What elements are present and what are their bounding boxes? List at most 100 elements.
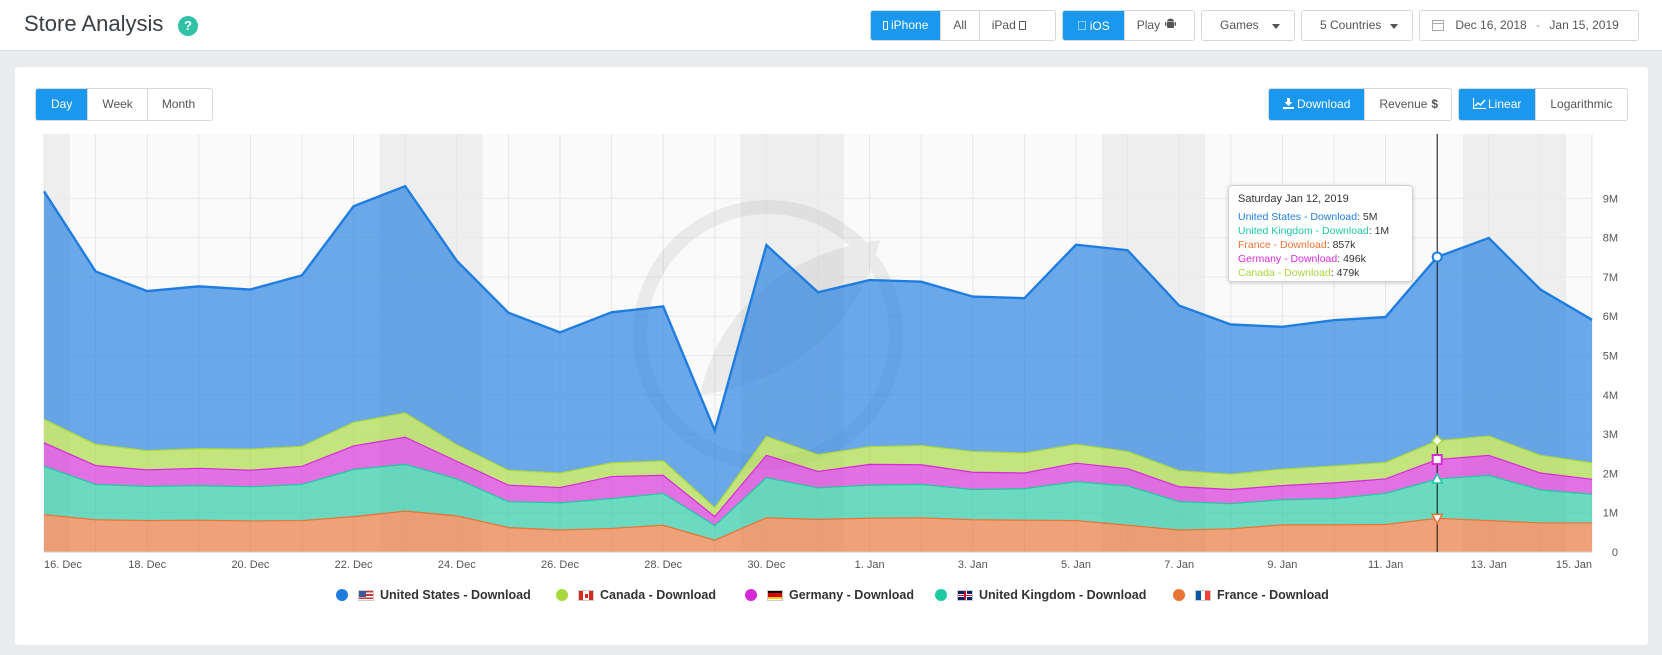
y-tick-label: 6M [1603,311,1618,323]
calendar-icon [1432,20,1444,31]
x-tick-label: 20. Dec [231,559,269,571]
top-bar: Store Analysis ? iPhone All iPad iOS Pl… [0,0,1662,51]
tooltip-row: Canada - Download: 479k [1238,267,1360,279]
phone-icon [883,21,888,30]
y-tick-label: 4M [1603,390,1618,402]
granularity-week-button[interactable]: Week [87,89,146,120]
x-tick-label: 18. Dec [128,559,166,571]
area-united-states-download [44,186,1592,508]
tooltip-series-value: 857k [1332,239,1356,251]
legend-item[interactable]: Canada - Download [556,588,716,602]
x-tick-label: 30. Dec [747,559,785,571]
platform-selector: iOS Play [1062,10,1195,41]
legend-color-dot [556,589,568,601]
tooltip-series-value: 479k [1336,267,1360,279]
scale-selector: Linear Logarithmic [1458,88,1628,121]
legend-item[interactable]: United Kingdom - Download [935,588,1146,602]
tooltip-series-label: France - Download [1238,239,1327,251]
dollar-icon: $ [1431,97,1439,111]
area-germany-download [44,437,1592,526]
platform-play-button[interactable]: Play [1123,11,1189,40]
x-tick-label: 26. Dec [541,559,579,571]
device-ipad-button[interactable]: iPad [978,11,1038,40]
y-tick-label: 5M [1603,351,1618,363]
granularity-day-button[interactable]: Day [36,89,88,120]
legend-label: Canada - Download [600,588,716,602]
area-canada-download [44,412,1592,517]
marker-square [1431,454,1443,466]
legend-label: United Kingdom - Download [979,588,1147,602]
legend-label: Germany - Download [789,588,915,602]
area-united-kingdom-download [44,464,1592,541]
legend-item[interactable]: United States - Download [336,588,531,602]
x-tick-label: 5. Jan [1061,559,1091,571]
line-united-kingdom-download [43,463,1593,527]
x-tick-label: 15. Jan [1556,559,1592,571]
countries-dropdown[interactable]: 5 Countries [1301,10,1413,41]
legend-color-dot [745,589,757,601]
legend-color-dot [935,589,947,601]
apple-icon:  [1077,18,1087,33]
y-tick-label: 3M [1603,429,1618,441]
date-start: Dec 16, 2018 [1455,18,1527,32]
tooltip-series-label: Germany - Download [1238,253,1338,265]
area-france-download [44,511,1592,552]
scale-log-button[interactable]: Logarithmic [1535,89,1626,120]
marker-circle [1431,251,1443,263]
tooltip-row: United Kingdom - Download: 1M [1238,225,1390,237]
device-iphone-button[interactable]: iPhone [871,11,941,40]
y-tick-label: 1M [1603,508,1618,520]
line-chart-icon [1472,98,1486,110]
tooltip-series-label: United Kingdom - Download [1238,225,1369,237]
download-icon [1283,98,1294,109]
x-tick-label: 11. Jan [1368,559,1403,571]
fr-flag-icon [1195,589,1211,601]
y-tick-label: 8M [1603,233,1618,245]
category-dropdown[interactable]: Games [1201,10,1295,41]
chart-legend: United States - Download Canada - Downloa… [0,588,1662,608]
line-france-download [43,510,1592,541]
ca-flag-icon [578,589,594,601]
tooltip-series-label: United States - Download [1238,211,1358,223]
legend-item[interactable]: Germany - Download [745,588,914,602]
y-tick-label: 2M [1603,468,1618,480]
line-canada-download [43,412,1593,509]
de-flag-icon [767,589,783,601]
android-icon [1165,18,1177,28]
platform-ios-button[interactable]: iOS [1063,11,1124,40]
y-tick-label: 0 [1612,547,1618,559]
granularity-month-button[interactable]: Month [146,89,209,120]
device-all-button[interactable]: All [940,11,978,40]
legend-item[interactable]: France - Download [1173,588,1329,602]
marker-triangle-up [1430,472,1444,484]
y-tick-label: 9M [1603,193,1618,205]
tooltip-series-value: 1M [1374,225,1390,237]
x-tick-label: 22. Dec [335,559,373,571]
tablet-icon [1018,21,1026,30]
marker-diamond [1431,434,1444,447]
x-tick-label: 7. Jan [1164,559,1194,571]
line-united-states-download [42,184,1593,435]
scale-linear-button[interactable]: Linear [1459,89,1536,120]
marker-triangle-down [1430,513,1444,525]
metric-revenue-button[interactable]: Revenue $ [1364,89,1451,120]
granularity-selector: Day Week Month [35,88,213,121]
tooltip-series-value: 5M [1362,211,1378,223]
device-selector: iPhone All iPad [870,10,1056,41]
legend-label: United States - Download [380,588,531,602]
us-flag-icon [358,589,374,601]
legend-color-dot [1173,589,1185,601]
tooltip-row: France - Download: 857k [1238,239,1356,251]
tooltip-series-value: 496k [1343,253,1366,265]
uk-flag-icon [957,589,973,601]
help-icon[interactable]: ? [178,16,198,36]
tooltip-series-label: Canada - Download [1238,267,1331,279]
x-tick-label: 24. Dec [438,559,476,571]
date-end: Jan 15, 2019 [1549,18,1619,32]
page-title: Store Analysis [24,11,164,36]
x-tick-label: 16. Dec [44,559,82,571]
metric-download-button[interactable]: Download [1269,89,1365,120]
x-tick-label: 28. Dec [644,559,682,571]
tooltip-row: Germany - Download: 496k [1238,253,1366,265]
date-range-picker[interactable]: Dec 16, 2018 - Jan 15, 2019 [1419,10,1639,41]
